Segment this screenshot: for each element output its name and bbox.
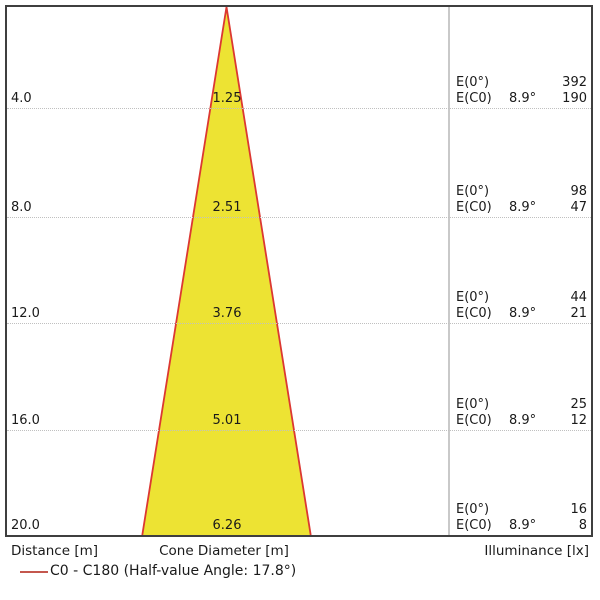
- cone-chart-frame: 4.0 1.25 E(0°) 392 E(C0) 8.9° 190 8.0 2.…: [5, 5, 593, 537]
- e0-angle: [509, 290, 570, 306]
- e0-value: 98: [570, 184, 587, 199]
- ec0-line: E(C0) 8.9° 21: [456, 306, 587, 322]
- ec0-label: E(C0): [456, 90, 492, 106]
- e0-value: 44: [570, 290, 587, 305]
- distance-value: 4.0: [11, 90, 32, 106]
- cone-row: 8.0 2.51 E(0°) 98 E(C0) 8.9° 47: [7, 109, 591, 218]
- e0-label: E(0°): [456, 397, 490, 412]
- half-angle-value: 8.9°: [509, 305, 537, 321]
- illuminance-panel-divider: [448, 7, 450, 535]
- ec0-line: E(C0) 8.9° 12: [456, 413, 587, 429]
- distance-value: 16.0: [11, 412, 40, 428]
- light-cone-shape: [141, 7, 312, 535]
- illuminance-readings: E(0°) 98 E(C0) 8.9° 47: [456, 184, 587, 215]
- cone-diameter-value: 1.25: [212, 90, 242, 106]
- e0-line: E(0°) 25: [456, 397, 587, 413]
- e0-value: 25: [570, 397, 587, 412]
- ec0-label: E(C0): [456, 305, 492, 321]
- ec0-label: E(C0): [456, 412, 492, 428]
- e0-label: E(0°): [456, 290, 490, 305]
- cone-row: 12.0 3.76 E(0°) 44 E(C0) 8.9° 21: [7, 218, 591, 324]
- ec0-value: 8: [578, 517, 587, 533]
- half-angle-value: 8.9°: [509, 412, 537, 428]
- ec0-value: 21: [570, 305, 587, 321]
- e0-label: E(0°): [456, 75, 490, 90]
- legend-label: C0 - C180 (Half-value Angle: 17.8°): [50, 563, 297, 579]
- e0-angle: [509, 397, 570, 413]
- illuminance-readings: E(0°) 25 E(C0) 8.9° 12: [456, 397, 587, 428]
- distance-axis-label: Distance [m]: [11, 543, 99, 559]
- e0-line: E(0°) 98: [456, 184, 587, 200]
- illuminance-axis-label: Illuminance [lx]: [484, 543, 589, 559]
- axis-labels: Distance [m] Cone Diameter [m] Illuminan…: [0, 542, 600, 560]
- distance-value: 20.0: [11, 517, 40, 533]
- cone-diameter-value: 5.01: [212, 412, 242, 428]
- ec0-label: E(C0): [456, 199, 492, 215]
- e0-line: E(0°) 392: [456, 75, 587, 91]
- ec0-line: E(C0) 8.9° 8: [456, 518, 587, 534]
- legend: C0 - C180 (Half-value Angle: 17.8°): [0, 562, 600, 582]
- illuminance-readings: E(0°) 44 E(C0) 8.9° 21: [456, 290, 587, 321]
- e0-angle: [509, 502, 570, 518]
- half-angle-value: 8.9°: [509, 517, 537, 533]
- e0-value: 392: [562, 75, 587, 90]
- illuminance-readings: E(0°) 392 E(C0) 8.9° 190: [456, 75, 587, 106]
- half-angle-value: 8.9°: [509, 90, 537, 106]
- half-angle-value: 8.9°: [509, 199, 537, 215]
- ec0-line: E(C0) 8.9° 190: [456, 91, 587, 107]
- cone-row: 4.0 1.25 E(0°) 392 E(C0) 8.9° 190: [7, 7, 591, 109]
- e0-label: E(0°): [456, 184, 490, 199]
- e0-line: E(0°) 44: [456, 290, 587, 306]
- e0-line: E(0°) 16: [456, 502, 587, 518]
- legend-line-swatch: [20, 571, 48, 573]
- cone-row: 20.0 6.26 E(0°) 16 E(C0) 8.9° 8: [7, 431, 591, 535]
- ec0-value: 12: [570, 412, 587, 428]
- e0-value: 16: [570, 502, 587, 517]
- distance-value: 8.0: [11, 199, 32, 215]
- cone-diameter-value: 3.76: [212, 305, 242, 321]
- ec0-line: E(C0) 8.9° 47: [456, 200, 587, 216]
- ec0-value: 47: [570, 199, 587, 215]
- cone-row: 16.0 5.01 E(0°) 25 E(C0) 8.9° 12: [7, 324, 591, 431]
- e0-angle: [509, 75, 562, 91]
- cone-diameter-value: 6.26: [212, 517, 242, 533]
- cone-diameter-axis-label: Cone Diameter [m]: [159, 543, 289, 559]
- cone-diameter-value: 2.51: [212, 199, 242, 215]
- ec0-label: E(C0): [456, 517, 492, 533]
- illuminance-readings: E(0°) 16 E(C0) 8.9° 8: [456, 502, 587, 533]
- e0-angle: [509, 184, 570, 200]
- ec0-value: 190: [562, 90, 587, 106]
- e0-label: E(0°): [456, 502, 490, 517]
- distance-value: 12.0: [11, 305, 40, 321]
